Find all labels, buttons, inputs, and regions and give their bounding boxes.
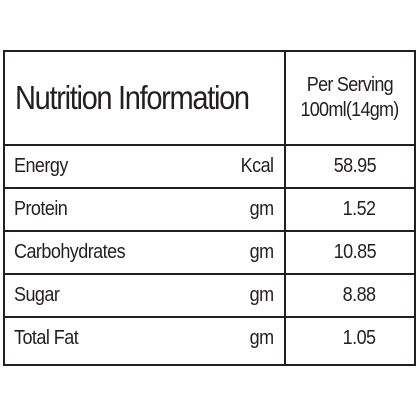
nutrient-value: 58.95 (333, 155, 377, 177)
nutrient-unit: gm (250, 327, 274, 349)
nutrition-table: Nutrition Information Per Serving 100ml(… (3, 50, 416, 366)
serving-header: Per Serving 100ml(14gm) (286, 52, 414, 144)
nutrient-label: Total Fat (14, 327, 79, 349)
nutrient-label: Carbohydrates (14, 241, 126, 263)
table-row: Carbohydrates gm 10.85 (5, 232, 414, 275)
table-title: Nutrition Information (15, 79, 250, 116)
nutrient-label: Protein (14, 198, 68, 220)
nutrient-unit: gm (250, 198, 274, 220)
nutrient-value: 10.85 (333, 241, 377, 263)
nutrient-value: 1.05 (343, 327, 376, 349)
column-divider (284, 52, 286, 364)
nutrient-unit: gm (250, 284, 274, 306)
nutrient-value: 1.52 (343, 198, 376, 220)
serving-header-line1: Per Serving (306, 74, 394, 96)
nutrient-value: 8.88 (343, 284, 376, 306)
serving-header-line2: 100ml(14gm) (300, 99, 400, 121)
table-row: Total Fat gm 1.05 (5, 318, 414, 361)
nutrient-unit: gm (250, 241, 274, 263)
nutrient-label: Sugar (14, 284, 60, 306)
table-header: Nutrition Information Per Serving 100ml(… (5, 52, 414, 146)
table-row: Energy Kcal 58.95 (5, 146, 414, 189)
table-row: Sugar gm 8.88 (5, 275, 414, 318)
nutrient-label: Energy (14, 155, 68, 177)
nutrient-unit: Kcal (241, 155, 274, 177)
table-row: Protein gm 1.52 (5, 189, 414, 232)
